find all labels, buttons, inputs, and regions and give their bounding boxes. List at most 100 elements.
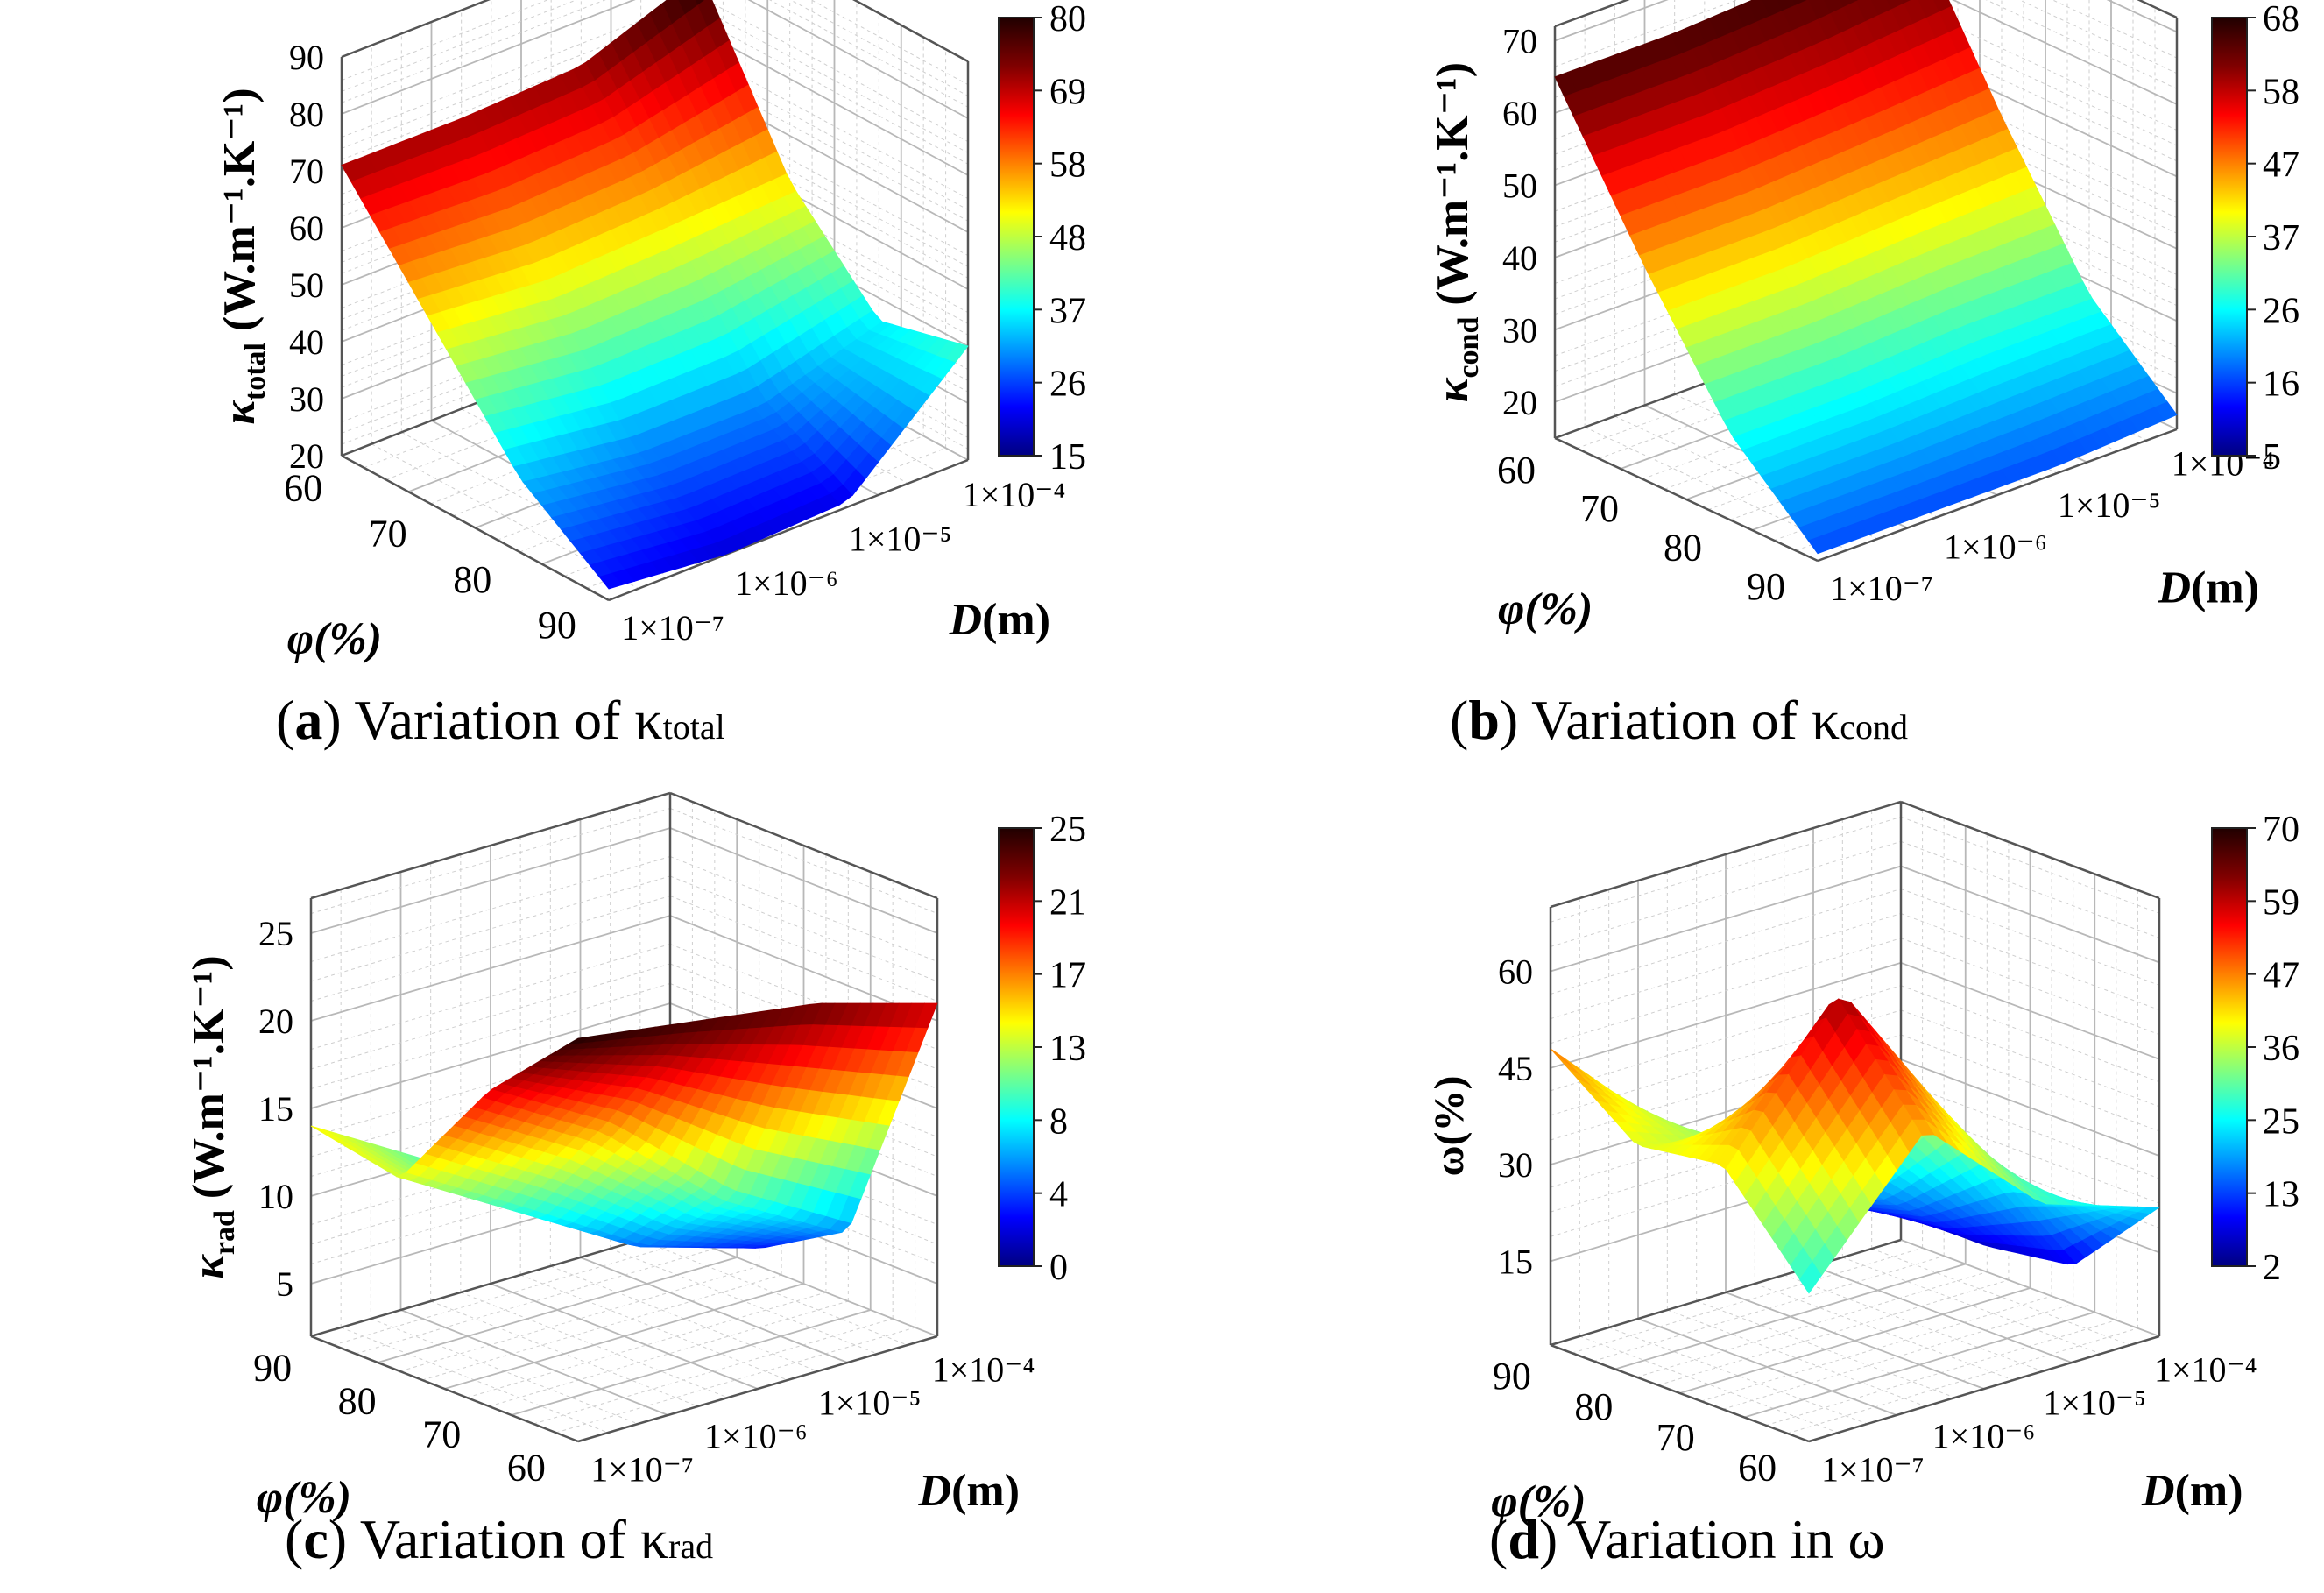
wall-grid-line: [341, 303, 702, 445]
wall-grid-line: [700, 18, 969, 165]
x-tick-label: 70: [1580, 487, 1619, 530]
wall-grid-line: [2018, 0, 2178, 74]
y-axis-title: D(m): [918, 1466, 1021, 1516]
floor-grid-major: [511, 1309, 872, 1416]
colorbar-tick-label: 5: [2263, 437, 2281, 478]
x-tick-label: 90: [538, 604, 576, 647]
wall-grid-line: [1550, 1009, 1902, 1116]
wall-grid-line: [1985, 0, 2178, 89]
caption-sub: total: [662, 707, 725, 747]
y-axis-title: D(m): [2141, 1466, 2243, 1516]
x-tick-label: 60: [507, 1446, 546, 1489]
wall-grid-line: [1913, 22, 2178, 146]
wall-grid-line: [1550, 1130, 1902, 1237]
caption-a: (a) Variation of κtotal: [276, 689, 725, 751]
y-tick-label: 1×10⁻⁵: [2043, 1384, 2146, 1423]
wall-grid-line: [1913, 223, 2178, 348]
caption-b: (b) Variation of κcond: [1450, 689, 1908, 751]
axis-frame: [669, 791, 938, 900]
colorbar-tick-label: 13: [1049, 1029, 1086, 1069]
caption-d: (d) Variation in ω: [1489, 1508, 1885, 1570]
colorbar-tick-label: 15: [1049, 437, 1086, 478]
colorbar-tick-label: 16: [2263, 365, 2299, 405]
z-tick-label: 60: [1498, 952, 1533, 992]
caption-letter: b: [1468, 689, 1500, 751]
z-tick-label: 40: [289, 322, 324, 362]
axis-frame: [1554, 436, 1819, 563]
wall-grid-line: [341, 235, 702, 377]
x-axis-title: φ(%): [257, 1473, 351, 1523]
surface-patch: [1799, 1261, 1822, 1294]
colorbar-tick-label: 69: [1049, 72, 1086, 112]
axis-frame: [1550, 800, 1902, 909]
caption-text: Variation of: [359, 1508, 626, 1570]
wall-grid-line: [341, 246, 702, 388]
caption-sub: cond: [1840, 707, 1908, 747]
colorbar-tick-label: 59: [2263, 882, 2299, 923]
z-tick-label: 60: [289, 209, 324, 248]
wall-grid-line: [700, 7, 969, 153]
z-axis-title-text: κrad (W.m⁻¹.K⁻¹): [184, 955, 241, 1278]
wall-grid-line: [2052, 0, 2178, 59]
caption-symbol: κ: [1811, 689, 1840, 751]
colorbar-tick-label: 8: [1049, 1101, 1068, 1142]
colorbar-tick-label: 26: [1049, 365, 1086, 405]
wall-grid-line: [1913, 7, 2178, 131]
x-tick-label: 80: [1574, 1385, 1613, 1428]
y-tick-label: 1×10⁻⁷: [1830, 569, 1933, 608]
colorbar-tick-label: 70: [2263, 810, 2299, 850]
wall-grid-line: [669, 896, 938, 1002]
colorbar-tick-label: 47: [2263, 956, 2299, 996]
wall-grid-line: [341, 0, 549, 81]
axis-frame: [310, 791, 671, 900]
caption-c: (c) Variation of κrad: [285, 1508, 714, 1570]
axis-frame: [608, 458, 969, 602]
wall-grid-line: [1550, 913, 1902, 1020]
colorbar: [998, 17, 1035, 457]
wall-grid-major: [1900, 1058, 2160, 1157]
surface: [310, 1002, 938, 1249]
x-tick-label: 80: [453, 558, 491, 601]
tick-labels: 5 10 15 20 25 90 80 70 60 1×10⁻⁷ 1×10⁻⁶ 1×10⁻⁵ 1×10⁻…: [253, 914, 1035, 1490]
surface-patch: [695, 0, 706, 6]
wall-grid-line: [1913, 182, 2178, 307]
z-tick-label: 30: [1498, 1145, 1533, 1185]
z-tick-label: 45: [1498, 1049, 1533, 1088]
colorbar-tick-label: 25: [1049, 810, 1086, 850]
wall-grid-line: [669, 808, 938, 914]
wall-grid-line: [789, 0, 969, 96]
colorbar-tick-label: 2: [2263, 1248, 2281, 1288]
floor-grid-line: [430, 363, 790, 505]
caption-sub: rad: [668, 1526, 714, 1566]
wall-grid-line: [1913, 166, 2178, 291]
z-tick-label: 30: [289, 379, 324, 419]
colorbar-tick-label: 0: [1049, 1248, 1068, 1288]
wall-grid-major: [341, 0, 636, 115]
tick-labels: 20 30 40 50 60 70 80 90 60 70 80 90 1×10⁻⁷ 1×10⁻⁶ 1×10…: [284, 38, 1065, 648]
caption-letter: a: [294, 689, 323, 751]
z-axis-title: κcond (W.m⁻¹.K⁻¹): [1428, 62, 1485, 402]
colorbar-tick-label: 13: [2263, 1175, 2299, 1215]
wall-grid-major: [310, 1002, 671, 1109]
wall-grid-major: [1554, 0, 1669, 42]
surface: [1554, 0, 2178, 555]
z-axis-title-text: κtotal (W.m⁻¹.K⁻¹): [215, 88, 272, 424]
x-axis-title: φ(%): [287, 614, 382, 664]
y-tick-label: 1×10⁻⁷: [621, 608, 724, 648]
z-tick-label: 20: [258, 1002, 293, 1041]
wall-grid-line: [1550, 816, 1902, 923]
wall-grid-line: [341, 0, 577, 92]
z-tick-label: 25: [258, 914, 293, 953]
tick-labels: 15 30 45 60 90 80 70 60 1×10⁻⁷1×10⁻⁶1×10⁻⁵1×10⁻⁴: [1493, 952, 2257, 1490]
axis-frame: [1550, 1238, 1902, 1347]
axis-frame: [1554, 0, 1630, 28]
wall-grid-line: [341, 178, 702, 320]
floor-grid-line: [364, 327, 724, 469]
axis-frame: [341, 454, 610, 602]
wall-grid-line: [341, 189, 702, 331]
caption-symbol: ω: [1847, 1508, 1885, 1570]
z-tick-label: 40: [1502, 238, 1537, 278]
surface-patch: [310, 1125, 334, 1136]
